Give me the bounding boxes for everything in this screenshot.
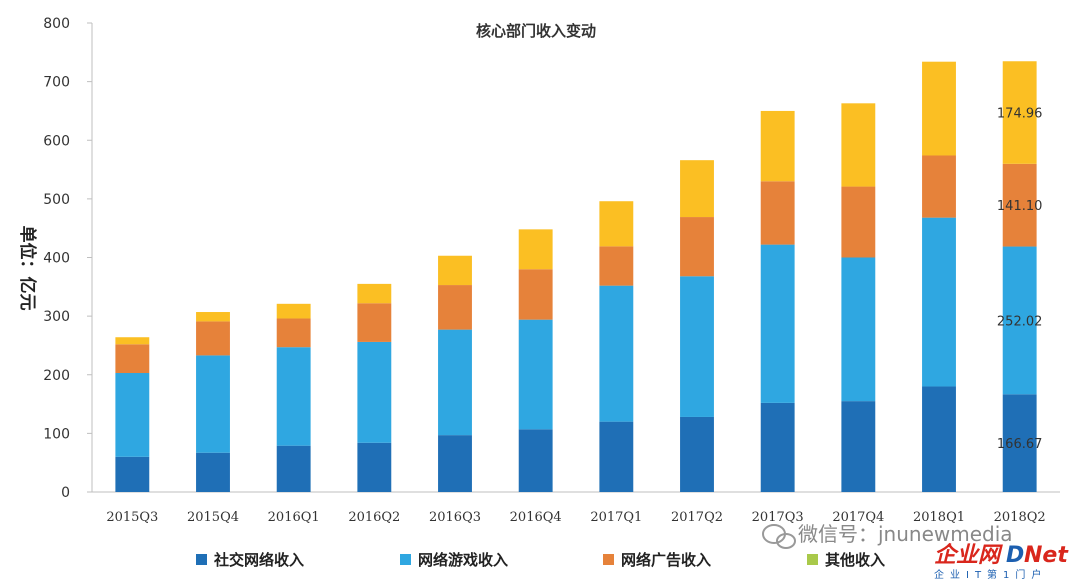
- x-tick-label: 2018Q1: [913, 510, 965, 525]
- bar-segment: [599, 201, 634, 247]
- bar-segment: [599, 246, 634, 286]
- bar-segment: [115, 337, 150, 345]
- watermark-brand-d: D: [1006, 543, 1024, 568]
- x-tick-label: 2017Q4: [832, 510, 884, 525]
- bar-segment: [841, 186, 876, 258]
- bar-segment: [760, 181, 795, 245]
- bar-segment: [276, 318, 311, 348]
- legend-swatch: [603, 554, 614, 565]
- bar-segment: [196, 312, 230, 322]
- bar-segment: [760, 244, 795, 403]
- bar-segment: [276, 445, 311, 492]
- legend-label: 网络游戏收入: [418, 551, 508, 569]
- x-tick-label: 2017Q3: [752, 510, 804, 525]
- category-labels: 2015Q3 2015Q4 2016Q1 2016Q2 2016Q3 2016Q4 2017…: [106, 510, 1045, 525]
- bar-segment: [357, 303, 392, 342]
- y-axis-label: 单位：亿元: [17, 226, 38, 311]
- watermark-brand-net: Net: [1024, 543, 1069, 568]
- bar-segment: [841, 257, 876, 402]
- watermark-wechat-id: 微信号：jnunewmedia: [798, 522, 1013, 546]
- chart-title: 核心部门收入变动: [476, 22, 596, 40]
- bar-segment: [115, 372, 150, 457]
- x-tick-label: 2018Q2: [994, 510, 1046, 525]
- y-tick-label: 700: [43, 75, 70, 91]
- bar-segment: [518, 229, 553, 270]
- bar-segment: [1002, 61, 1037, 164]
- bar-segment: [760, 402, 795, 492]
- legend-label: 网络广告收入: [621, 551, 711, 569]
- x-tick-label: 2016Q1: [268, 510, 320, 525]
- bar-segment: [196, 452, 230, 492]
- bar-segment: [1002, 246, 1037, 395]
- data-label: 252.02: [997, 314, 1043, 329]
- legend-swatch: [196, 554, 207, 565]
- bar-segment: [922, 61, 956, 156]
- x-tick-label: 2016Q2: [348, 510, 400, 525]
- bar-segment: [518, 269, 553, 320]
- bar-segment: [680, 416, 714, 492]
- x-tick-label: 2017Q2: [671, 510, 723, 525]
- y-tick-label: 400: [43, 251, 70, 267]
- x-tick-label: 2016Q4: [510, 510, 562, 525]
- y-tick-label: 600: [43, 133, 70, 149]
- bar-segment: [841, 103, 876, 187]
- bar-segment: [196, 321, 230, 356]
- bar-segment: [922, 386, 956, 492]
- y-tick-label: 200: [43, 368, 70, 384]
- bar-segment: [680, 217, 714, 277]
- bar-segment: [438, 285, 472, 330]
- legend: 社交网络收入 网络游戏收入 网络广告收入 其他收入: [196, 551, 885, 569]
- y-tick-label: 500: [43, 192, 70, 208]
- bar-segment: [1002, 394, 1037, 492]
- watermark: 微信号：jnunewmedia 企业网 D Net 企业IT第1门户: [762, 522, 1069, 581]
- bar-segment: [599, 285, 634, 422]
- bar-segment: [115, 456, 150, 492]
- y-tick-label: 300: [43, 309, 70, 325]
- bar-segment: [438, 435, 472, 492]
- bar-segment: [115, 344, 150, 373]
- bar-segment: [438, 255, 472, 286]
- data-label: 174.96: [997, 107, 1043, 122]
- bar-segment: [841, 401, 876, 492]
- bar-segment: [599, 421, 634, 492]
- bar-segment: [357, 341, 392, 443]
- legend-label: 其他收入: [825, 551, 885, 569]
- bar-segment: [760, 110, 795, 182]
- wechat-icon: [762, 524, 796, 549]
- legend-swatch: [400, 554, 411, 565]
- x-tick-label: 2015Q3: [106, 510, 158, 525]
- bar-segment: [922, 217, 956, 387]
- bar-segment: [276, 303, 311, 319]
- data-labels: 174.96 141.10 252.02 166.67: [997, 107, 1043, 453]
- bar-segment: [196, 355, 230, 453]
- axes: 0 100 200 300 400 500 600 700 800: [43, 16, 1060, 501]
- bar-segment: [438, 329, 472, 436]
- x-tick-label: 2015Q4: [187, 510, 239, 525]
- x-tick-label: 2017Q1: [590, 510, 642, 525]
- bar-segment: [1002, 163, 1037, 247]
- y-tick-label: 800: [43, 16, 70, 32]
- bar-segment: [357, 283, 392, 304]
- data-label: 166.67: [997, 437, 1043, 452]
- watermark-subtitle: 企业IT第1门户: [934, 568, 1047, 581]
- legend-label: 社交网络收入: [213, 551, 304, 569]
- y-tick-label: 0: [61, 485, 70, 501]
- bar-segment: [680, 160, 714, 218]
- bar-segment: [922, 155, 956, 218]
- bar-segment: [518, 319, 553, 430]
- data-label: 141.10: [997, 199, 1043, 214]
- watermark-brand: 企业网: [934, 542, 1003, 568]
- bar-segment: [357, 442, 392, 492]
- legend-swatch: [807, 554, 818, 565]
- y-tick-label: 100: [43, 426, 70, 442]
- bar-segment: [276, 347, 311, 446]
- x-tick-label: 2016Q3: [429, 510, 481, 525]
- bars: [115, 61, 1037, 492]
- bar-segment: [518, 429, 553, 492]
- bar-segment: [680, 276, 714, 417]
